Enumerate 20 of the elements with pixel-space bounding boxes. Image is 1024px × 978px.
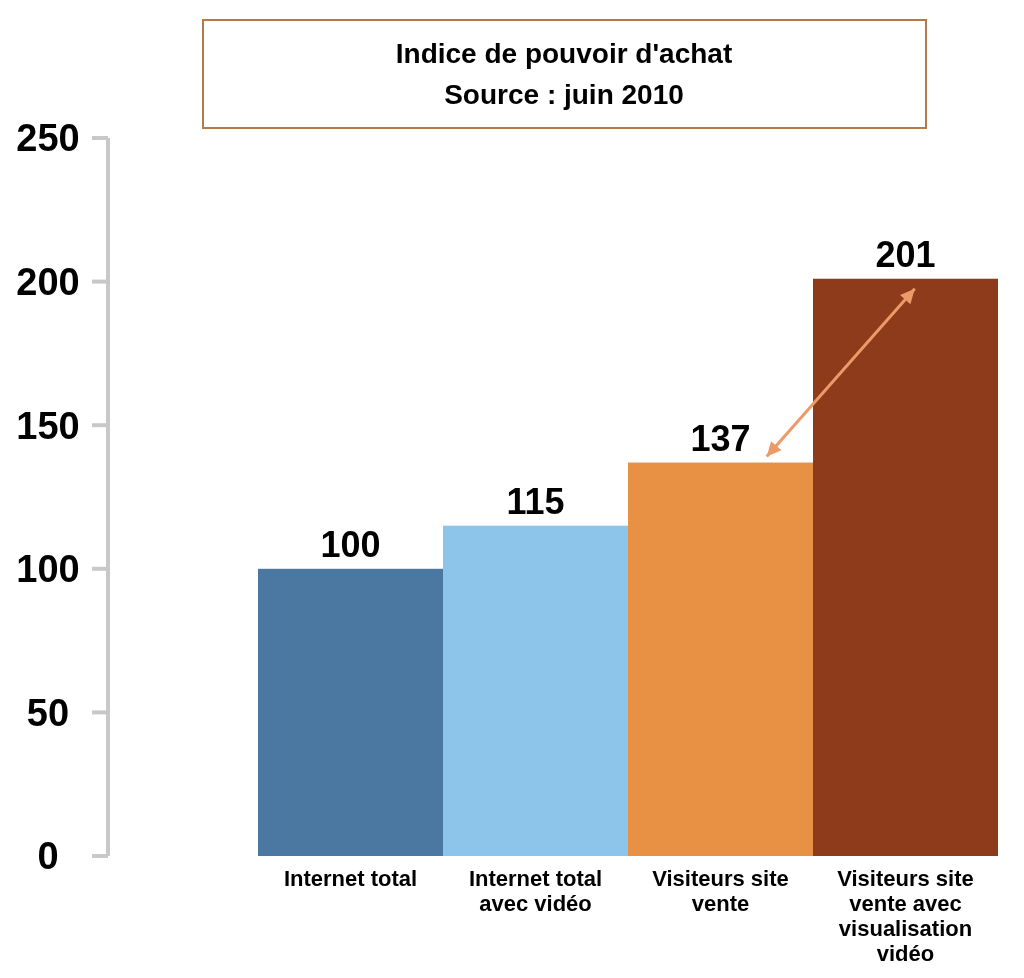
- chart-title: Indice de pouvoir d'achat: [395, 38, 733, 69]
- y-tick-label: 200: [16, 260, 80, 303]
- bar: [813, 278, 998, 856]
- data-label: 100: [320, 523, 381, 565]
- y-tick-label: 150: [16, 404, 80, 447]
- x-tick-label: Internet total: [283, 866, 418, 891]
- y-tick-label: 0: [37, 835, 59, 878]
- data-label: 201: [875, 233, 936, 275]
- bar: [443, 525, 628, 856]
- bar: [258, 568, 443, 856]
- x-tick-label: Internet total avec vidéo: [468, 866, 603, 916]
- y-tick-label: 250: [16, 117, 80, 160]
- chart-subtitle: Source : juin 2010: [444, 79, 684, 110]
- y-tick-label: 50: [26, 691, 70, 734]
- x-tick-label: Visiteurs site vente avec visualisation vidéo: [837, 866, 974, 966]
- data-label: 115: [506, 480, 565, 522]
- data-label: 137: [690, 417, 751, 459]
- y-tick-label: 100: [16, 548, 80, 591]
- bar: [628, 462, 813, 856]
- x-tick-label: Visiteurs site vente: [652, 866, 789, 916]
